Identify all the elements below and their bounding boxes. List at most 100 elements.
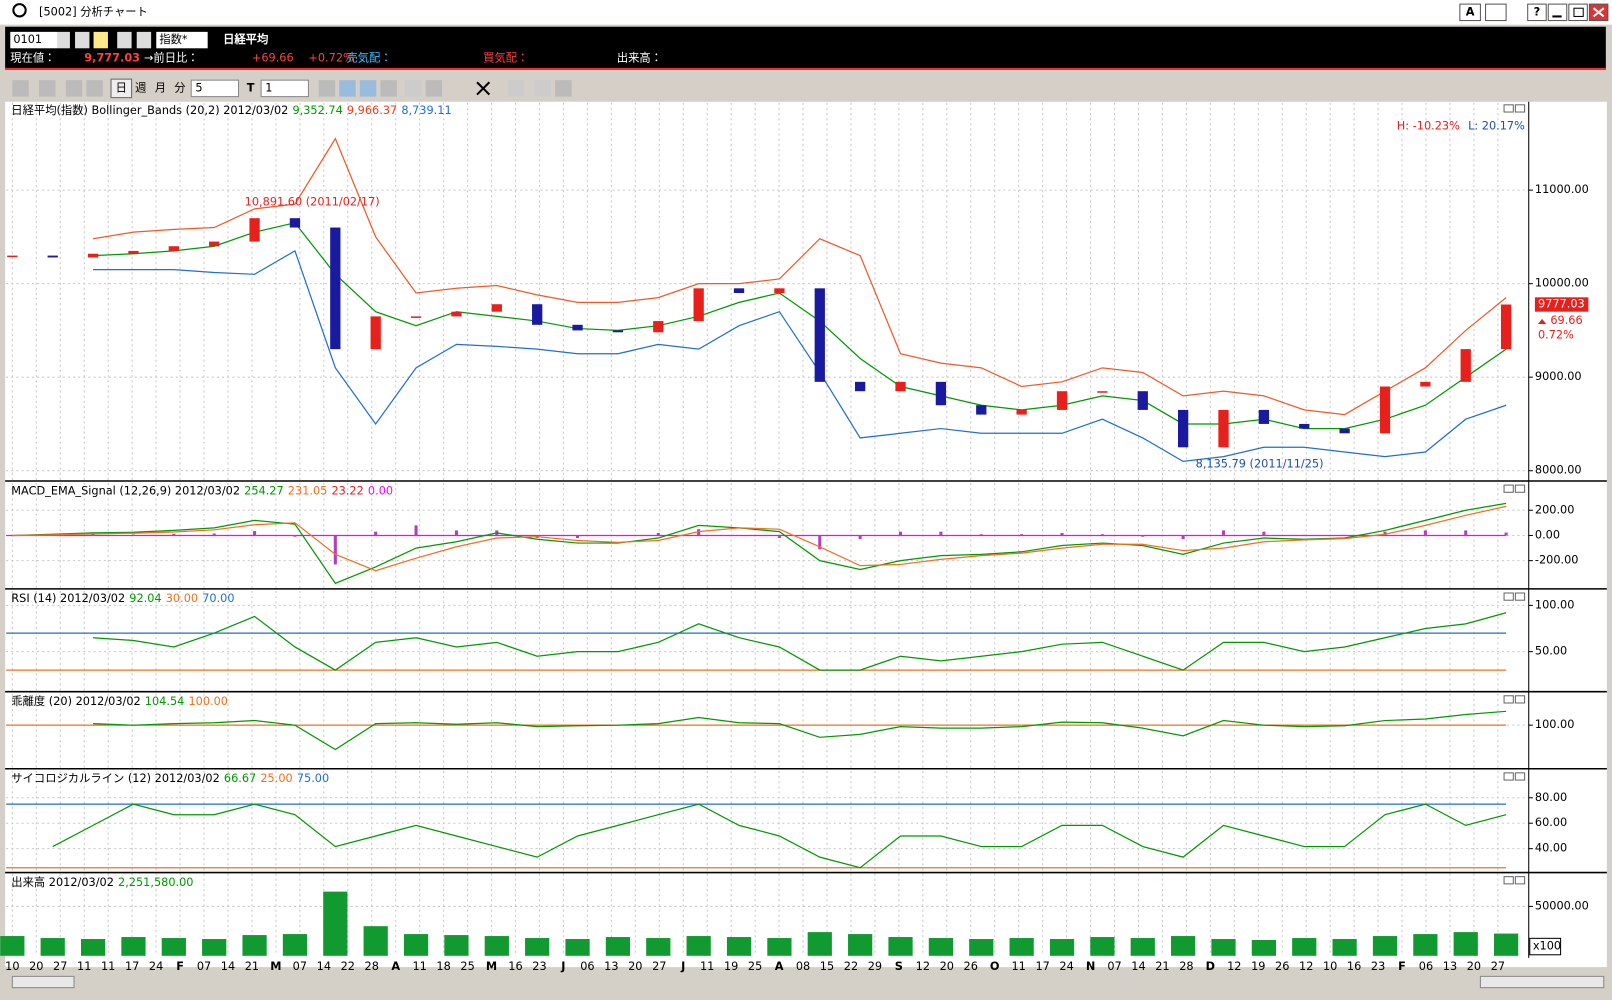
bar xyxy=(40,938,65,956)
button-a[interactable] xyxy=(1459,3,1481,22)
bar xyxy=(646,938,671,956)
annotation: H: -10.23% xyxy=(1397,119,1460,132)
tool-button[interactable] xyxy=(75,31,90,49)
bar xyxy=(848,934,873,956)
bar xyxy=(0,936,25,956)
date-label: M xyxy=(270,960,281,973)
panel-legend: サイコロジカルライン (12) 2012/03/02 66.67 25.00 75.0… xyxy=(11,772,329,785)
legend-value: 75.00 xyxy=(297,772,329,785)
date-label: 16 xyxy=(1347,960,1361,973)
change-value: +69.66 xyxy=(252,52,294,65)
button-help[interactable] xyxy=(1527,3,1547,22)
date-label: J xyxy=(680,960,685,973)
date-label: 13 xyxy=(604,960,618,973)
candle xyxy=(612,330,624,333)
delete-icon[interactable] xyxy=(476,81,491,96)
panel-button xyxy=(1503,876,1514,885)
candle xyxy=(814,288,825,382)
bar xyxy=(242,935,267,956)
bar xyxy=(1020,534,1024,536)
date-label: 17 xyxy=(125,960,139,973)
tool-button[interactable] xyxy=(12,80,29,97)
panel-button xyxy=(1514,695,1526,704)
bar xyxy=(323,891,348,956)
bar xyxy=(1413,934,1438,956)
bar xyxy=(737,535,741,536)
scroll-buttons[interactable] xyxy=(1479,975,1605,989)
bar xyxy=(697,529,701,536)
tool-button[interactable] xyxy=(136,31,152,49)
date-label: 06 xyxy=(1419,960,1433,973)
tool-button[interactable] xyxy=(405,80,422,97)
period-minute[interactable]: 分 xyxy=(174,81,186,94)
panel-title: 乖離度 (20) 2012/03/02 xyxy=(11,694,140,708)
legend-value: 9,352.74 xyxy=(292,104,342,117)
last-change-pct: 0.72% xyxy=(1538,328,1574,341)
tool-button[interactable] xyxy=(339,80,356,97)
legend-value: 0.00 xyxy=(368,484,393,497)
window-title: [5002] 分析チャート xyxy=(39,4,148,18)
tool-button[interactable] xyxy=(555,80,572,97)
y-tick-label: 40.00 xyxy=(1535,842,1567,855)
tool-button[interactable] xyxy=(117,31,132,49)
code-input[interactable] xyxy=(10,31,58,49)
bar xyxy=(1060,532,1064,536)
bar xyxy=(525,938,550,956)
period-month[interactable]: 月 xyxy=(155,81,166,94)
date-label: 20 xyxy=(29,960,43,973)
bar xyxy=(121,937,146,956)
tool-button[interactable] xyxy=(359,80,377,97)
last-price-box xyxy=(1534,297,1589,312)
font-button[interactable]: T xyxy=(247,81,255,94)
y-tick-label: -200.00 xyxy=(1535,554,1579,567)
button-minimize[interactable] xyxy=(1547,3,1568,22)
candle xyxy=(935,381,947,406)
tool-button[interactable] xyxy=(507,80,525,97)
bar xyxy=(979,534,983,536)
candle xyxy=(1056,391,1068,410)
bar xyxy=(686,936,711,956)
bar xyxy=(1292,938,1317,956)
date-label: 25 xyxy=(748,960,762,973)
bar xyxy=(454,530,458,536)
tool-button[interactable] xyxy=(93,31,108,49)
close-icon xyxy=(1592,7,1605,18)
tool-button[interactable] xyxy=(318,80,336,97)
annotation: 10,891.60 (2011/02/17) xyxy=(245,195,380,208)
toolbar xyxy=(5,76,1606,101)
candle xyxy=(249,218,260,242)
tool-button[interactable] xyxy=(65,80,83,97)
minutes-select[interactable] xyxy=(190,79,240,98)
bar xyxy=(969,939,994,956)
app-icon xyxy=(12,3,27,18)
scale-select[interactable] xyxy=(260,79,309,98)
tool-button[interactable] xyxy=(425,80,443,97)
candle xyxy=(491,304,502,312)
date-label: 28 xyxy=(1179,960,1193,973)
tool-button[interactable] xyxy=(86,80,103,97)
bar xyxy=(1100,534,1104,536)
button-copy[interactable] xyxy=(1485,3,1507,22)
index-mode-select[interactable] xyxy=(156,31,208,49)
period-day-button[interactable] xyxy=(110,78,133,99)
date-label: 27 xyxy=(652,960,666,973)
date-label: 25 xyxy=(460,960,474,973)
period-week[interactable]: 週 xyxy=(135,81,146,94)
candle xyxy=(1299,423,1310,429)
button-help-label: ? xyxy=(1534,5,1541,18)
legend-value: 9,966.37 xyxy=(347,104,397,117)
button-restore[interactable] xyxy=(1568,3,1588,22)
scrollbar-thumb[interactable] xyxy=(11,975,75,989)
date-label: N xyxy=(1086,960,1095,973)
tool-button[interactable] xyxy=(39,80,56,97)
date-label: 12 xyxy=(916,960,930,973)
candle xyxy=(1500,304,1512,350)
tool-button[interactable] xyxy=(380,80,397,97)
date-label: 11 xyxy=(1011,960,1025,973)
legend-value: 30.00 xyxy=(166,592,198,605)
tool-button[interactable] xyxy=(534,80,552,97)
date-label: A xyxy=(775,960,784,973)
code-dropdown[interactable] xyxy=(57,31,70,49)
bar xyxy=(656,532,660,536)
panel-legend: MACD_EMA_Signal (12,26,9) 2012/03/02 254.… xyxy=(11,484,393,497)
